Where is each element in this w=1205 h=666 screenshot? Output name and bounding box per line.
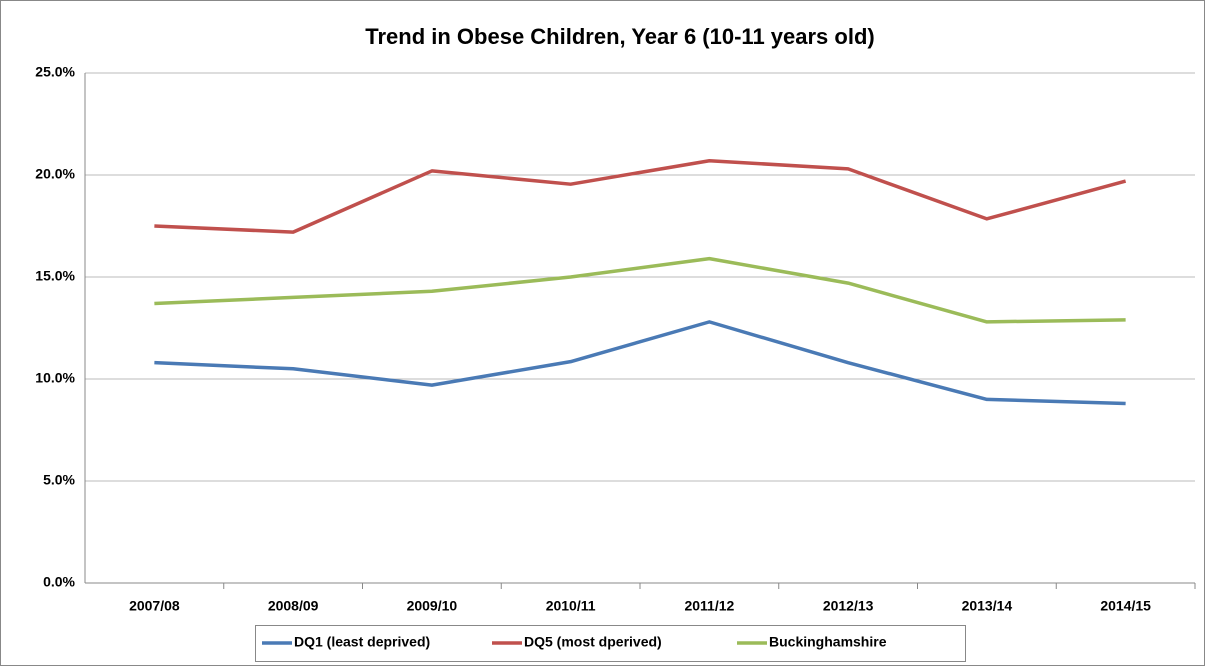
x-tick-label: 2009/10 [407,598,458,614]
series-line [154,158,1127,234]
series-line [154,320,1126,406]
x-tick-label: 2007/08 [129,598,180,614]
y-tick-label: 5.0% [43,472,75,488]
x-tick-label: 2008/09 [268,598,319,614]
y-tick-label: 15.0% [35,268,75,284]
x-tick-label: 2013/14 [962,598,1013,614]
y-tick-label: 0.0% [43,574,75,590]
x-tick-label: 2012/13 [823,598,874,614]
legend-box [255,625,966,662]
legend-label: Buckinghamshire [769,634,887,650]
series-line [154,256,1126,324]
y-tick-label: 20.0% [35,166,75,182]
x-tick-label: 2011/12 [684,598,734,614]
x-tick-label: 2014/15 [1100,598,1151,614]
x-tick-label: 2010/11 [546,598,596,614]
legend-label: DQ5 (most dperived) [524,634,662,650]
y-tick-label: 25.0% [35,64,75,80]
y-tick-label: 10.0% [35,370,75,386]
chart-title: Trend in Obese Children, Year 6 (10-11 y… [365,24,874,49]
legend-label: DQ1 (least deprived) [294,634,430,650]
